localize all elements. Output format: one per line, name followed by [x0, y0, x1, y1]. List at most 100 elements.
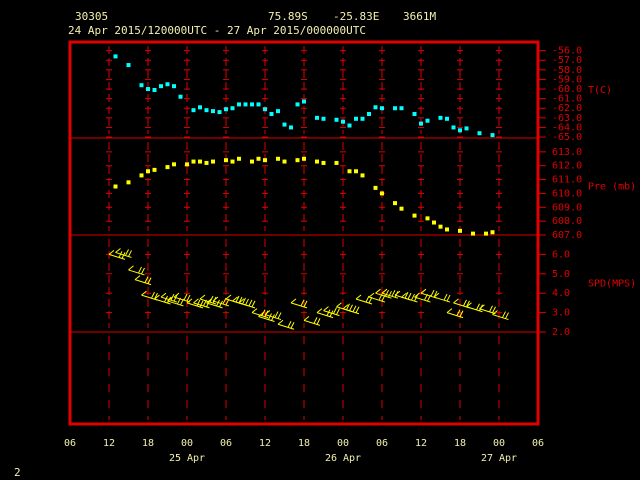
point — [256, 156, 261, 161]
point — [224, 158, 228, 163]
wind-barb — [453, 298, 470, 309]
y-tick-label: -64.0 — [552, 122, 582, 133]
point — [315, 115, 319, 120]
wind-barb — [128, 265, 145, 276]
point — [321, 160, 326, 165]
wind-barb — [342, 304, 360, 315]
point — [172, 84, 176, 89]
point — [438, 115, 443, 120]
elevation: 3661M — [403, 10, 436, 23]
point — [276, 156, 280, 161]
point — [321, 116, 326, 121]
point — [217, 110, 222, 115]
y-tick-label: -65.0 — [552, 132, 582, 143]
point — [282, 159, 287, 164]
point — [367, 112, 371, 116]
y-tick-label: 2.0 — [552, 327, 570, 338]
point — [373, 185, 378, 190]
point — [425, 118, 430, 123]
wind-barb — [154, 294, 171, 305]
point — [399, 106, 404, 111]
x-tick-label: 18 — [454, 438, 466, 449]
point — [445, 227, 449, 232]
point — [347, 169, 352, 174]
station: 30305 — [75, 10, 108, 23]
point — [126, 180, 131, 185]
point — [282, 122, 287, 127]
point — [269, 112, 274, 116]
point — [165, 165, 170, 170]
point — [126, 63, 131, 68]
y-tick-label: 607.0 — [552, 230, 582, 241]
point — [490, 230, 495, 235]
x-tick-label: 12 — [103, 438, 115, 449]
point — [113, 54, 118, 59]
point — [445, 116, 449, 121]
point — [276, 109, 280, 114]
y-tick-label: 6.0 — [552, 249, 570, 260]
y-tick-label: 4.0 — [552, 288, 570, 299]
y-tick-label: 611.0 — [552, 175, 582, 186]
wind-barb — [414, 292, 431, 303]
x-tick-label: 06 — [376, 438, 388, 449]
frame — [68, 40, 540, 426]
wind-barb — [277, 319, 295, 330]
point — [393, 201, 397, 206]
y-tick-label: -59.0 — [552, 74, 582, 85]
date-label: 27 Apr — [481, 453, 517, 464]
point — [237, 102, 241, 107]
latitude: 75.89S — [268, 10, 308, 23]
point — [243, 102, 248, 107]
wind-barb — [433, 292, 451, 303]
y-axis-label: SPD(MPS) — [588, 279, 636, 290]
x-tick-label: 06 — [532, 438, 544, 449]
wind-barb — [141, 290, 158, 301]
wind-barb — [375, 288, 392, 299]
wind-barb — [290, 298, 308, 309]
point — [393, 106, 397, 111]
point — [250, 102, 254, 107]
wind-barb — [212, 296, 230, 307]
x-tick-label: 12 — [259, 438, 271, 449]
x-tick-label: 18 — [298, 438, 310, 449]
y-tick-label: 610.0 — [552, 188, 582, 199]
point — [204, 160, 209, 165]
wind-barb — [323, 306, 340, 317]
point — [146, 87, 150, 92]
x-tick-label: 00 — [337, 438, 349, 449]
point — [347, 123, 352, 128]
y-tick-label: -62.0 — [552, 103, 582, 114]
wind-barb — [479, 304, 496, 315]
point — [289, 125, 293, 130]
y-tick-label: -57.0 — [552, 55, 582, 66]
wind-barb — [206, 298, 223, 309]
period: 24 Apr 2015/120000UTC - 27 Apr 2015/0000… — [68, 24, 366, 37]
point — [139, 83, 144, 88]
point — [211, 109, 215, 114]
point — [139, 173, 144, 178]
point — [230, 106, 235, 111]
point — [159, 84, 163, 89]
point — [211, 159, 215, 164]
point — [152, 88, 157, 92]
wind-barb — [316, 308, 334, 319]
point — [458, 128, 462, 133]
point — [354, 116, 358, 121]
x-tick-label: 06 — [220, 438, 232, 449]
longitude: -25.83E — [333, 10, 379, 23]
wind-barb — [108, 250, 126, 260]
wind-barb — [186, 298, 204, 309]
point — [191, 108, 196, 113]
point — [425, 216, 430, 221]
y-tick-label: 608.0 — [552, 216, 582, 227]
y-tick-label: -58.0 — [552, 65, 582, 76]
point — [315, 159, 319, 164]
point — [191, 159, 196, 164]
date-label: 25 Apr — [169, 453, 205, 464]
y-axis-label: T(C) — [588, 85, 612, 96]
y-axis-label: Pre (mb) — [588, 182, 636, 193]
point — [237, 156, 241, 161]
x-tick-label: 06 — [64, 438, 76, 449]
